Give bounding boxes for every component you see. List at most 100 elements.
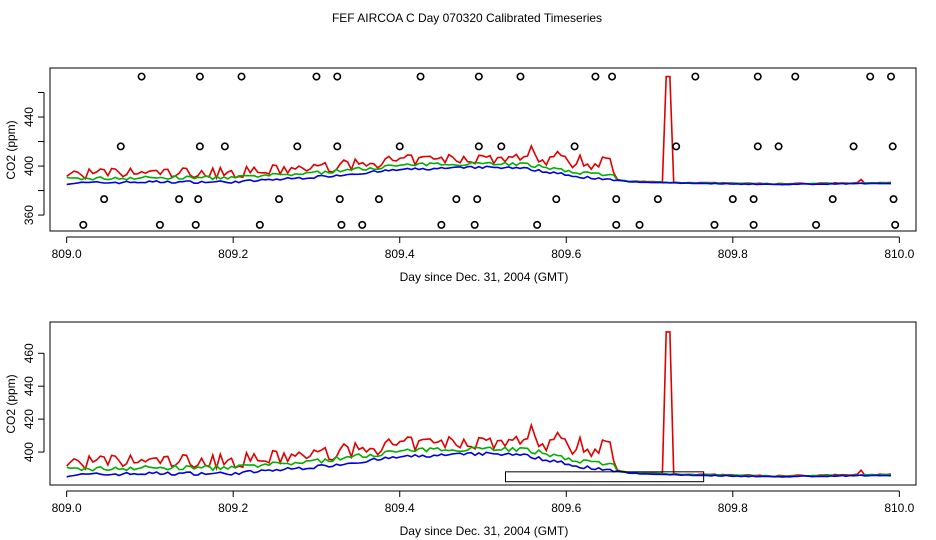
marker-point: [237, 72, 246, 81]
marker-point: [570, 142, 579, 151]
marker-point: [728, 195, 737, 204]
x-tick-label: 809.4: [385, 501, 415, 515]
top-plot-frame: [49, 67, 917, 232]
marker-point: [753, 142, 762, 151]
marker-point: [612, 195, 621, 204]
y-tick-label: 440: [22, 107, 36, 127]
marker-point: [691, 72, 700, 81]
marker-point: [608, 72, 617, 81]
top-x-axis: 809.0 809.2 809.4 809.6 809.8 810.0: [52, 236, 915, 261]
marker-point: [437, 220, 446, 229]
top-panel: 809.0 809.2 809.4 809.6 809.8 810.0 360 400 440…: [4, 67, 917, 284]
marker-point: [866, 72, 875, 81]
marker-point: [753, 72, 762, 81]
marker-point: [195, 142, 204, 151]
marker-point: [220, 142, 229, 151]
y-tick-label: 360: [22, 205, 36, 225]
marker-point: [749, 220, 758, 229]
marker-point: [891, 220, 900, 229]
bottom-series-lines: [66, 331, 892, 478]
marker-point: [888, 142, 897, 151]
marker-point: [672, 142, 681, 151]
top-series-lines: [66, 75, 892, 186]
x-tick-label: 809.6: [551, 501, 581, 515]
marker-point: [612, 220, 621, 229]
marker-point: [887, 72, 896, 81]
series-red-line: [66, 331, 892, 478]
top-y-axis-label: CO2 (ppm): [4, 120, 18, 179]
top-x-axis-label: Day since Dec. 31, 2004 (GMT): [400, 270, 569, 284]
marker-point: [828, 195, 837, 204]
x-tick-label: 809.8: [718, 501, 748, 515]
marker-point: [774, 142, 783, 151]
marker-point: [653, 195, 662, 204]
y-tick-label: 440: [22, 376, 36, 396]
x-tick-label: 809.0: [52, 247, 82, 261]
marker-point: [849, 142, 858, 151]
marker-point: [358, 220, 367, 229]
marker-point: [175, 195, 184, 204]
marker-point: [474, 72, 483, 81]
x-tick-label: 810.0: [884, 501, 914, 515]
marker-point: [194, 195, 203, 204]
marker-point: [473, 195, 482, 204]
marker-point: [812, 220, 821, 229]
series-blue-line: [66, 451, 892, 478]
x-tick-label: 809.2: [218, 247, 248, 261]
bottom-x-axis: 809.0 809.2 809.4 809.6 809.8 810.0: [52, 490, 915, 515]
marker-point: [452, 195, 461, 204]
marker-point: [79, 220, 88, 229]
marker-point: [416, 72, 425, 81]
chart-title: FEF AIRCOA C Day 070320 Calibrated Times…: [332, 11, 602, 25]
marker-point: [333, 142, 342, 151]
marker-point: [191, 220, 200, 229]
bottom-plot-frame: [49, 321, 917, 486]
marker-point: [100, 195, 109, 204]
marker-point: [374, 195, 383, 204]
marker-point: [710, 220, 719, 229]
x-tick-label: 809.6: [551, 247, 581, 261]
marker-point: [516, 72, 525, 81]
marker-point: [635, 220, 644, 229]
y-tick-label: 400: [22, 442, 36, 462]
x-tick-label: 809.2: [218, 501, 248, 515]
marker-point: [137, 72, 146, 81]
marker-point: [337, 220, 346, 229]
marker-point: [116, 142, 125, 151]
x-tick-label: 809.8: [718, 247, 748, 261]
marker-point: [293, 142, 302, 151]
bottom-x-axis-label: Day since Dec. 31, 2004 (GMT): [400, 524, 569, 538]
marker-point: [591, 72, 600, 81]
marker-point: [474, 142, 483, 151]
marker-point: [791, 72, 800, 81]
x-tick-label: 809.0: [52, 501, 82, 515]
marker-point: [274, 195, 283, 204]
bottom-zoom-box: [504, 471, 705, 483]
marker-point: [497, 142, 506, 151]
marker-point: [749, 195, 758, 204]
marker-point: [255, 220, 264, 229]
top-y-axis: 360 400 440: [22, 92, 45, 225]
marker-point: [395, 142, 404, 151]
marker-point: [155, 220, 164, 229]
marker-point: [335, 195, 344, 204]
marker-point: [552, 195, 561, 204]
marker-point: [470, 220, 479, 229]
marker-point: [333, 72, 342, 81]
top-marker-points: [79, 72, 900, 229]
series-blue-line: [66, 165, 891, 186]
marker-point: [889, 195, 898, 204]
x-tick-label: 809.4: [385, 247, 415, 261]
marker-point: [533, 220, 542, 229]
bottom-y-axis-label: CO2 (ppm): [4, 374, 18, 433]
marker-point: [312, 72, 321, 81]
y-tick-label: 420: [22, 409, 36, 429]
marker-point: [195, 72, 204, 81]
x-tick-label: 810.0: [884, 247, 914, 261]
series-red-line: [66, 75, 892, 186]
bottom-y-axis: 400 420 440 460: [22, 343, 45, 462]
y-tick-label: 460: [22, 343, 36, 363]
bottom-panel: 809.0 809.2 809.4 809.6 809.8 810.0 400 420 440…: [4, 321, 917, 538]
y-tick-label: 400: [22, 156, 36, 176]
